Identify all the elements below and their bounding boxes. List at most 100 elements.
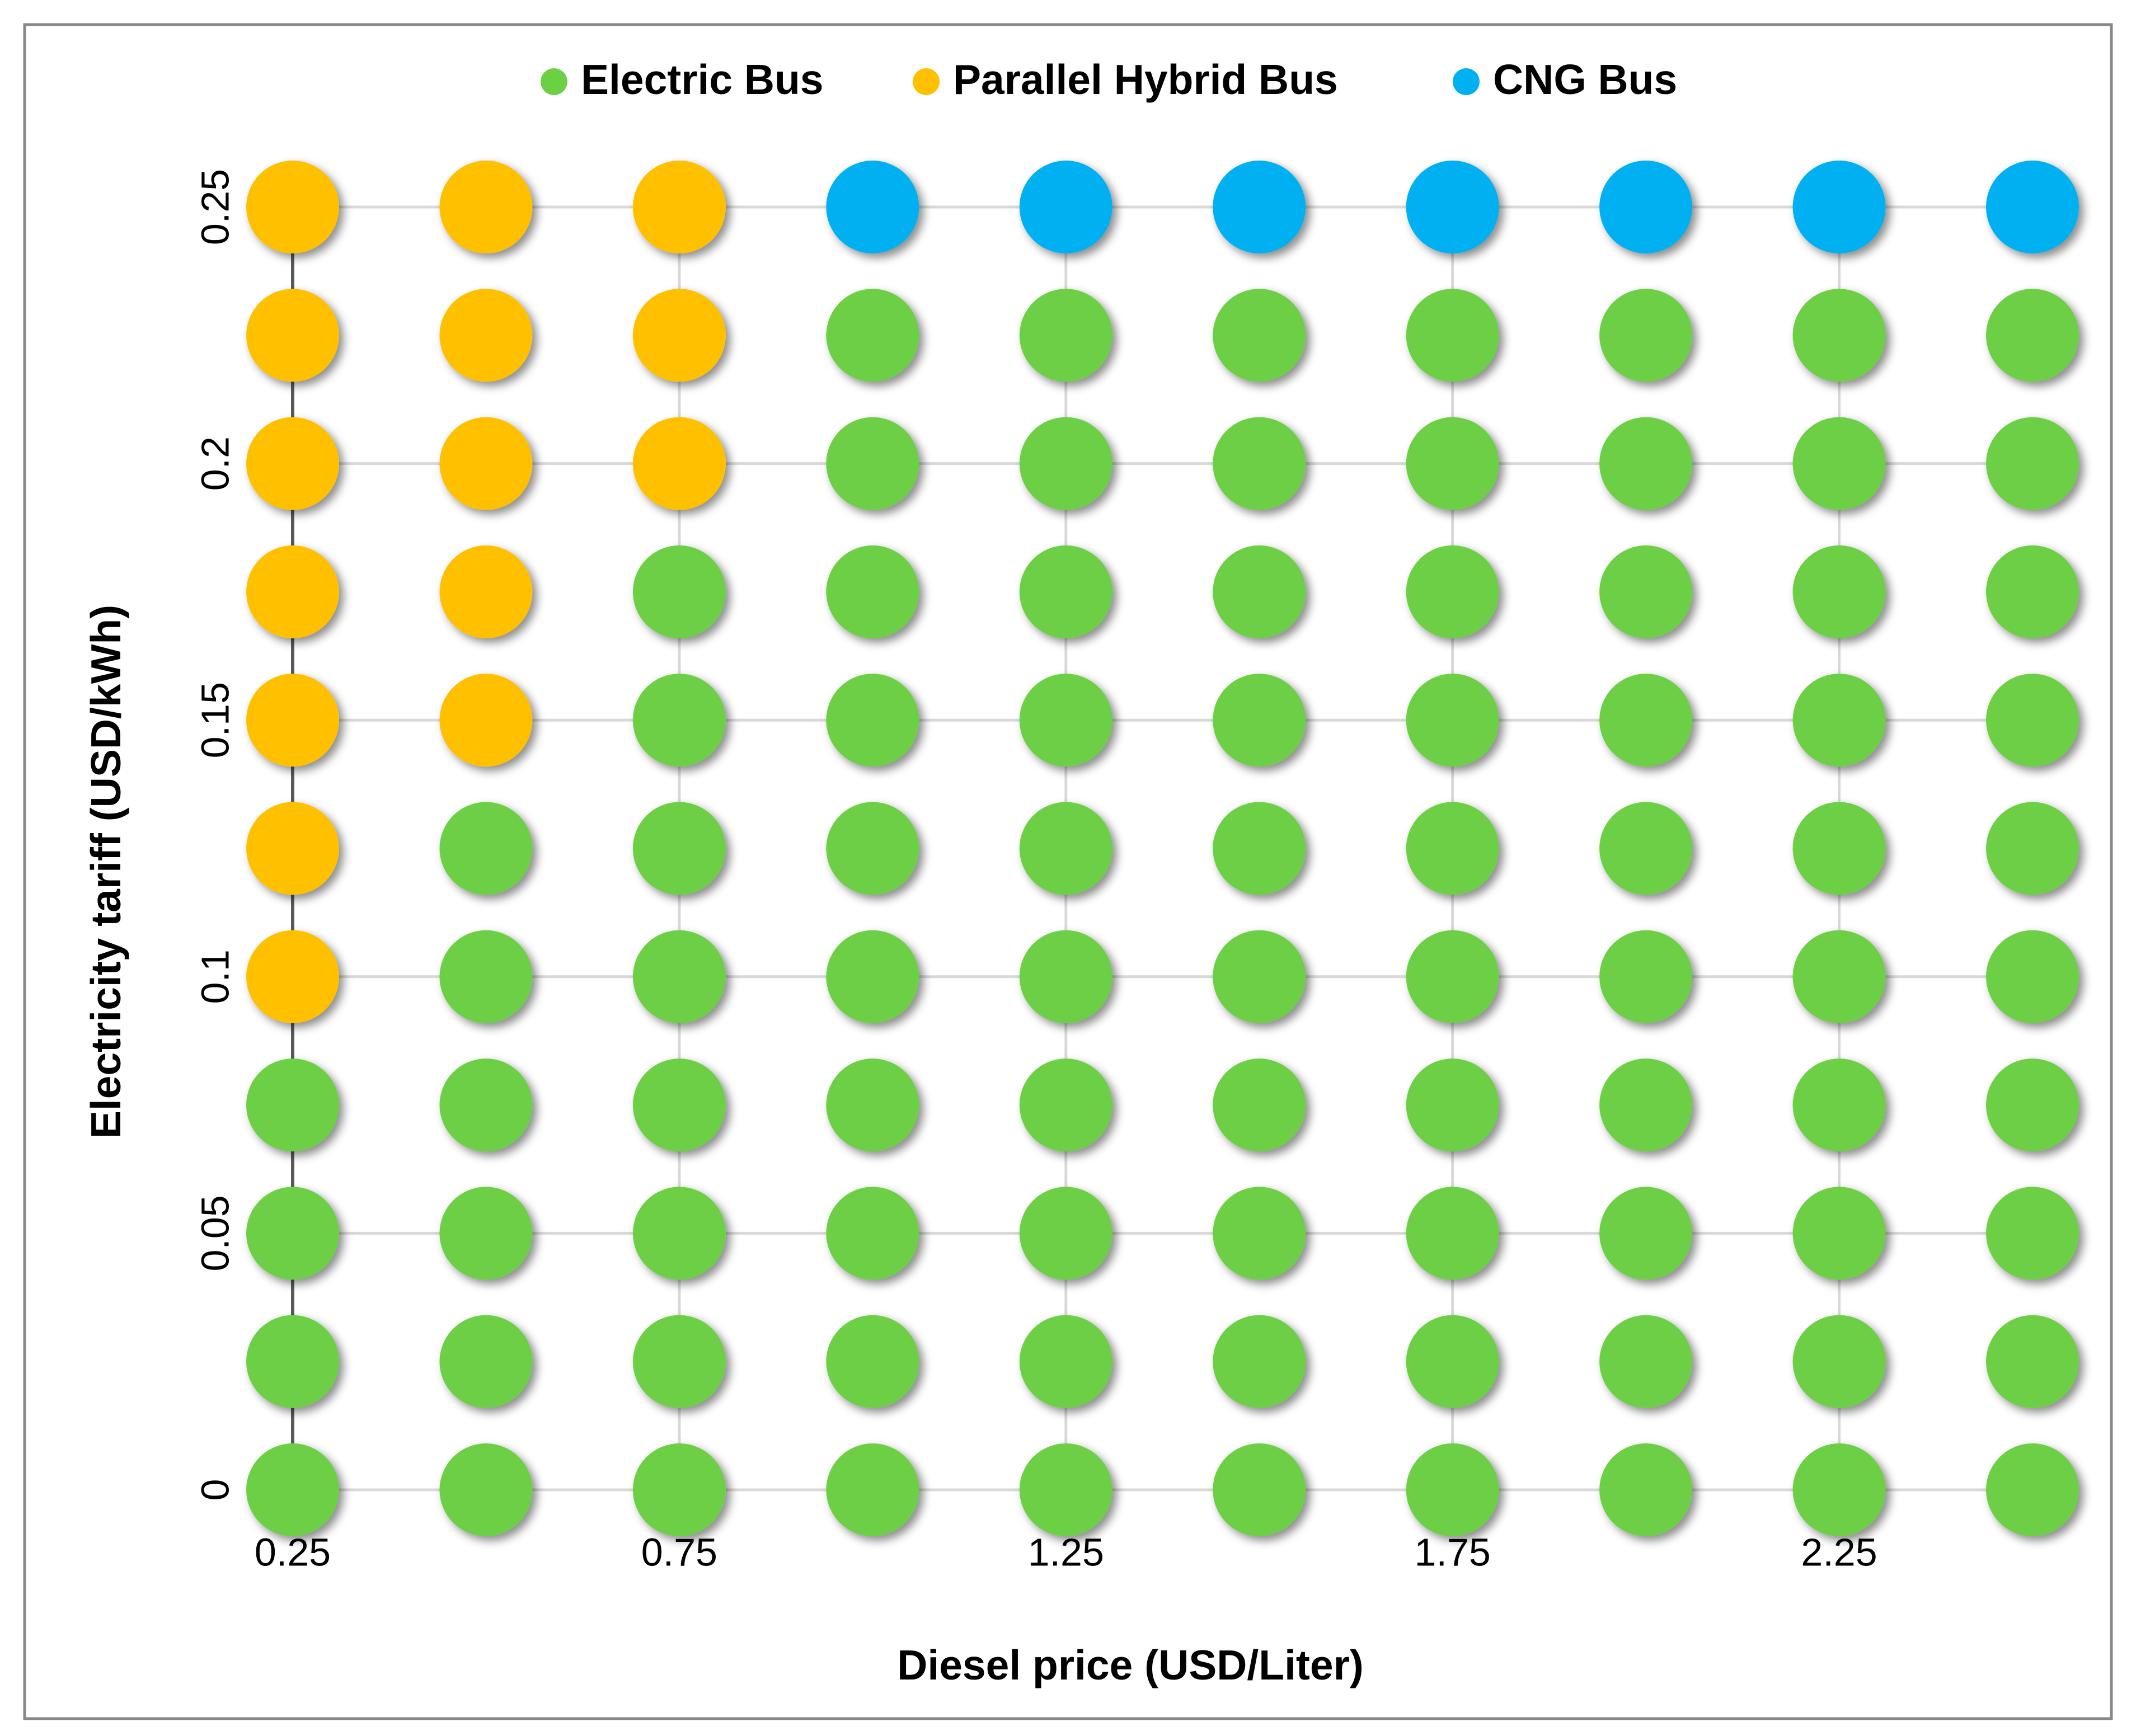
y-tick-label: 0.15 (193, 682, 237, 758)
point (1599, 1058, 1693, 1152)
point (1406, 1443, 1499, 1536)
point (826, 289, 919, 382)
legend-marker (1453, 68, 1480, 95)
point (246, 1443, 339, 1536)
point (1792, 674, 1886, 767)
point (1019, 674, 1112, 767)
point (246, 417, 339, 510)
x-tick-label: 0.75 (641, 1530, 717, 1574)
point (1792, 1443, 1886, 1536)
point (1792, 1187, 1886, 1280)
point (439, 674, 533, 767)
point (632, 1058, 726, 1152)
point (1213, 417, 1306, 510)
point (1986, 545, 2079, 638)
point (1792, 802, 1886, 895)
point (1019, 289, 1112, 382)
point (826, 930, 919, 1023)
point (439, 1443, 533, 1536)
point (1019, 930, 1112, 1023)
legend-marker (541, 68, 567, 95)
point (1213, 1315, 1306, 1408)
point (1406, 417, 1499, 510)
point (246, 674, 339, 767)
point (1986, 1187, 2079, 1280)
x-tick-label: 1.75 (1415, 1530, 1491, 1574)
point (1792, 417, 1886, 510)
point (632, 417, 726, 510)
point (1599, 289, 1693, 382)
point (826, 1187, 919, 1280)
point (1406, 930, 1499, 1023)
marks (246, 161, 2079, 1536)
point (439, 545, 533, 638)
legend-label: CNG Bus (1493, 56, 1677, 103)
point (1406, 1058, 1499, 1152)
point (1792, 545, 1886, 638)
point (1406, 1187, 1499, 1280)
point (1213, 545, 1306, 638)
point (826, 417, 919, 510)
point (439, 802, 533, 895)
point (1599, 161, 1693, 253)
x-tick-label: 2.25 (1801, 1530, 1877, 1574)
point (1599, 1187, 1693, 1280)
point (1986, 289, 2079, 382)
point (1406, 289, 1499, 382)
point (826, 545, 919, 638)
point (1406, 1315, 1499, 1408)
point (1599, 1315, 1693, 1408)
point (632, 289, 726, 382)
point (1986, 161, 2079, 253)
x-tick-label: 0.25 (255, 1530, 331, 1574)
y-tick-label: 0.2 (193, 436, 237, 491)
point (1792, 1058, 1886, 1152)
point (1406, 802, 1499, 895)
point (1986, 930, 2079, 1023)
point (246, 1187, 339, 1280)
point (439, 289, 533, 382)
point (1986, 1443, 2079, 1536)
point (246, 161, 339, 253)
y-tick-label: 0 (193, 1479, 237, 1501)
point (1792, 161, 1886, 253)
point (632, 161, 726, 253)
point (632, 802, 726, 895)
point (826, 1058, 919, 1152)
y-tick-label: 0.25 (193, 169, 237, 245)
legend-label: Electric Bus (581, 56, 824, 103)
point (246, 289, 339, 382)
x-tick-label: 1.25 (1028, 1530, 1104, 1574)
point (1986, 1058, 2079, 1152)
y-axis-title: Electricity tariff (USD/kWh) (82, 605, 129, 1138)
point (246, 1315, 339, 1408)
point (439, 1187, 533, 1280)
point (826, 802, 919, 895)
x-axis-title: Diesel price (USD/Liter) (897, 1641, 1364, 1688)
point (1213, 930, 1306, 1023)
point (1792, 1315, 1886, 1408)
point (1213, 1187, 1306, 1280)
point (439, 161, 533, 253)
point (1599, 1443, 1693, 1536)
point (826, 1315, 919, 1408)
point (1599, 802, 1693, 895)
legend-label: Parallel Hybrid Bus (953, 56, 1338, 103)
point (439, 417, 533, 510)
point (1406, 161, 1499, 253)
point (826, 674, 919, 767)
point (1792, 930, 1886, 1023)
point (1213, 674, 1306, 767)
point (1599, 545, 1693, 638)
point (632, 1187, 726, 1280)
point (1986, 674, 2079, 767)
point (1599, 930, 1693, 1023)
point (439, 930, 533, 1023)
point (1213, 802, 1306, 895)
point (632, 1443, 726, 1536)
point (1406, 545, 1499, 638)
point (246, 802, 339, 895)
point (246, 545, 339, 638)
point (1019, 1187, 1112, 1280)
